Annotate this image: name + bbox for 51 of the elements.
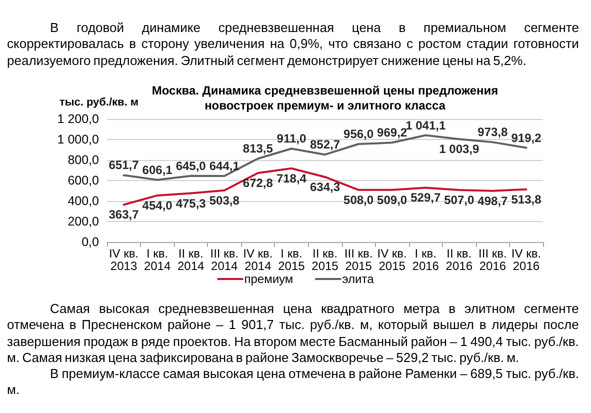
data-label: 973,8 [478,125,508,140]
x-tick-label: II кв. 2016 [446,246,473,273]
legend-label: элита [342,272,374,286]
x-tick-label: II кв. 2015 [312,246,339,273]
data-label: 919,2 [511,130,542,145]
x-tick-label: I кв. 2014 [144,246,171,273]
y-tick-label: 0,0 [82,235,100,249]
y-tick-label: 1 000,0 [57,132,100,146]
data-label: 509,0 [377,192,408,207]
data-label: 606,1 [142,162,173,177]
y-axis-title: тыс. руб./кв. м [59,96,139,108]
data-label: 634,3 [310,180,340,194]
x-tick-label: III кв. 2016 [478,246,507,273]
x-tick-label: I кв. 2015 [278,246,306,273]
legend-label: премиум [244,272,294,286]
data-label: 475,3 [176,196,206,210]
data-label: 1 041,1 [406,118,446,132]
data-label: 813,5 [242,142,274,156]
data-label: 672,8 [242,176,274,190]
data-label: 507,0 [444,193,474,208]
data-label: 644,1 [209,158,240,173]
data-label: 651,7 [108,158,140,172]
y-tick-label: 800,0 [68,153,100,167]
y-tick-label: 200,0 [68,214,100,228]
x-tick-label: IV кв. 2016 [511,246,542,273]
chart-title: Москва. Динамика средневзвешенной цены предложения новостроек премиум- и элитного класса [152,84,498,112]
data-label: 503,8 [209,193,240,208]
data-label: 718,4 [276,171,307,186]
data-label: 508,0 [344,192,374,207]
data-label: 956,0 [344,127,374,142]
x-tick-label: III кв. 2014 [210,246,239,273]
data-label: 454,0 [142,198,173,212]
x-tick-label: IV кв. 2013 [108,246,139,273]
data-label: 969,2 [377,126,408,140]
data-label: 645,0 [176,158,206,173]
y-tick-label: 600,0 [68,174,100,188]
data-label: 852,7 [310,138,340,152]
x-tick-label: IV кв. 2015 [377,246,407,273]
text: В премиум-классе самая высокая цена отмечена в районе Раменки – 689,5 тыс. руб./кв. м. [7,366,579,398]
data-label: 513,8 [511,192,542,206]
data-label: 498,7 [478,194,508,208]
text: В годовой динамике средневзвешенная цена в премиальном сегменте скорректировалась в сторону увеличения на 0,9%, что связано с ростом стадии готовности реализуемого предложения. Элитный сегмент демонстрирует снижение цены на 5,2%. [7,20,579,68]
y-tick-label: 400,0 [68,194,100,208]
text: Самая высокая средневзвешенная цена квадратного метра в элитном сегменте отмечена в Пресненском районе – 1 901,7 тыс. руб./кв. м, который вышел в лидеры после завершения продаж в ряде проектов. На втором месте Басманный район – 1 490,4 тыс. руб./кв. м. Самая низкая цена зафиксирована в районе Замоскворечье – 529,2 тыс. руб./кв. м. [7,301,579,365]
y-tick-label: 1 200,0 [57,112,100,126]
x-tick-label: II кв. 2014 [177,246,205,273]
data-label: 1 003,9 [439,142,480,156]
data-label: 363,7 [108,208,140,222]
x-tick-label: I кв. 2016 [412,246,440,273]
data-label: 529,7 [410,190,441,205]
data-label: 911,0 [276,132,306,146]
